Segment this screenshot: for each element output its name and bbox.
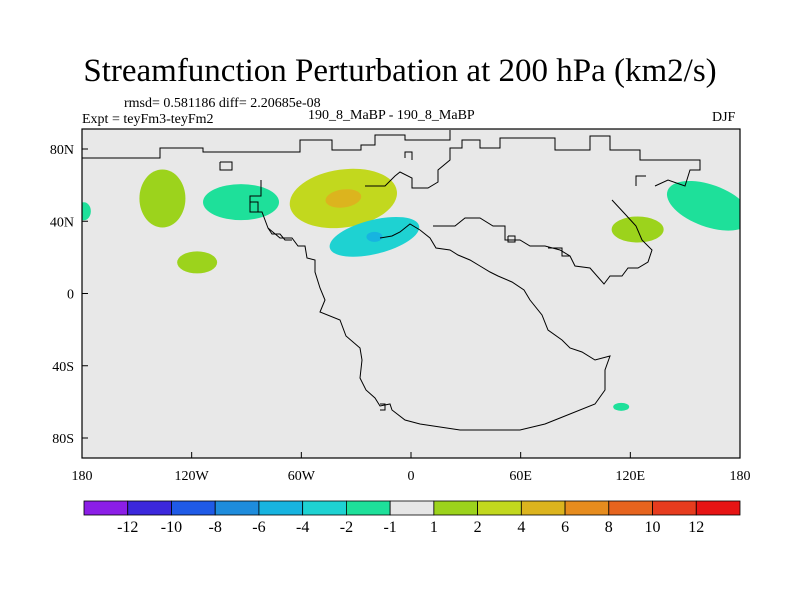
colorbar-label: 8 [605, 519, 613, 536]
europe-negative-core [366, 231, 383, 242]
colorbar-swatch [652, 500, 697, 516]
colorbar-swatch [171, 500, 216, 516]
north-america-negative [203, 184, 280, 221]
rmsd-stats: rmsd= 0.581186 diff= 2.20685e-08 [124, 96, 321, 111]
longitude-axis: 180 120W 60W 0 60E 120E 180 [72, 452, 751, 484]
colorbar-label: 12 [688, 519, 704, 536]
colorbar-swatch [564, 500, 610, 516]
coastlines [82, 130, 701, 431]
lon-tick-label: 0 [408, 469, 415, 484]
lon-tick-label: 120E [616, 469, 646, 484]
colorbar-swatch [214, 500, 260, 516]
colorbar-swatch [477, 500, 522, 516]
experiment-label: Expt = teyFm3-teyFm2 [82, 112, 214, 127]
colorbar-swatch [302, 500, 347, 516]
lat-tick-label: 0 [67, 288, 74, 303]
lat-tick-label: 80N [50, 143, 74, 158]
lat-tick-label: 40S [52, 360, 74, 375]
lon-tick-label: 180 [72, 469, 93, 484]
atlantic-positive-core [325, 189, 362, 208]
colorbar-swatch [83, 500, 129, 516]
lon-tick-label: 60W [288, 469, 316, 484]
colorbar-label: -2 [340, 519, 353, 536]
season-label: DJF [712, 110, 736, 125]
hawaii-positive [177, 251, 218, 274]
plot-title: Streamfunction Perturbation at 200 hPa (… [83, 53, 717, 89]
colorbar-swatch [345, 500, 391, 516]
colorbar-swatch [608, 500, 653, 516]
north-pacific-positive [139, 169, 186, 228]
contour-layer [82, 168, 740, 411]
colorbar-label: -4 [296, 519, 309, 536]
colorbar-label: 6 [561, 519, 569, 536]
lon-tick-label: 120W [175, 469, 210, 484]
colorbar-label: -6 [252, 519, 265, 536]
colorbar-label: 1 [430, 519, 438, 536]
colorbar-label: 2 [474, 519, 482, 536]
colorbar: -12 -10 -8 -6 -4 -2 -1 1 2 4 6 8 10 12 [83, 500, 741, 536]
colorbar-swatch [127, 500, 172, 516]
colorbar-label: 10 [645, 519, 661, 536]
colorbar-swatch [258, 500, 304, 516]
latitude-axis: 80N 40N 0 40S 80S [50, 143, 88, 447]
colorbar-swatch [389, 500, 435, 516]
lat-tick-label: 80S [52, 432, 74, 447]
western-edge-negative [82, 202, 91, 221]
colorbar-label: -10 [161, 519, 182, 536]
colorbar-label: 4 [517, 519, 525, 536]
colorbar-label: -1 [383, 519, 396, 536]
colorbar-label: -8 [209, 519, 222, 536]
case-label: 190_8_MaBP - 190_8_MaBP [308, 108, 475, 123]
southern-ocean-negative [613, 402, 630, 411]
colorbar-label: -12 [117, 519, 138, 536]
lat-tick-label: 40N [50, 215, 74, 230]
lon-tick-label: 180 [730, 469, 751, 484]
west-pacific-negative [666, 180, 740, 231]
map-background [82, 129, 740, 458]
colorbar-swatch [433, 500, 479, 516]
colorbar-swatch [520, 500, 566, 516]
lon-tick-label: 60E [509, 469, 532, 484]
colorbar-swatch [695, 500, 741, 516]
